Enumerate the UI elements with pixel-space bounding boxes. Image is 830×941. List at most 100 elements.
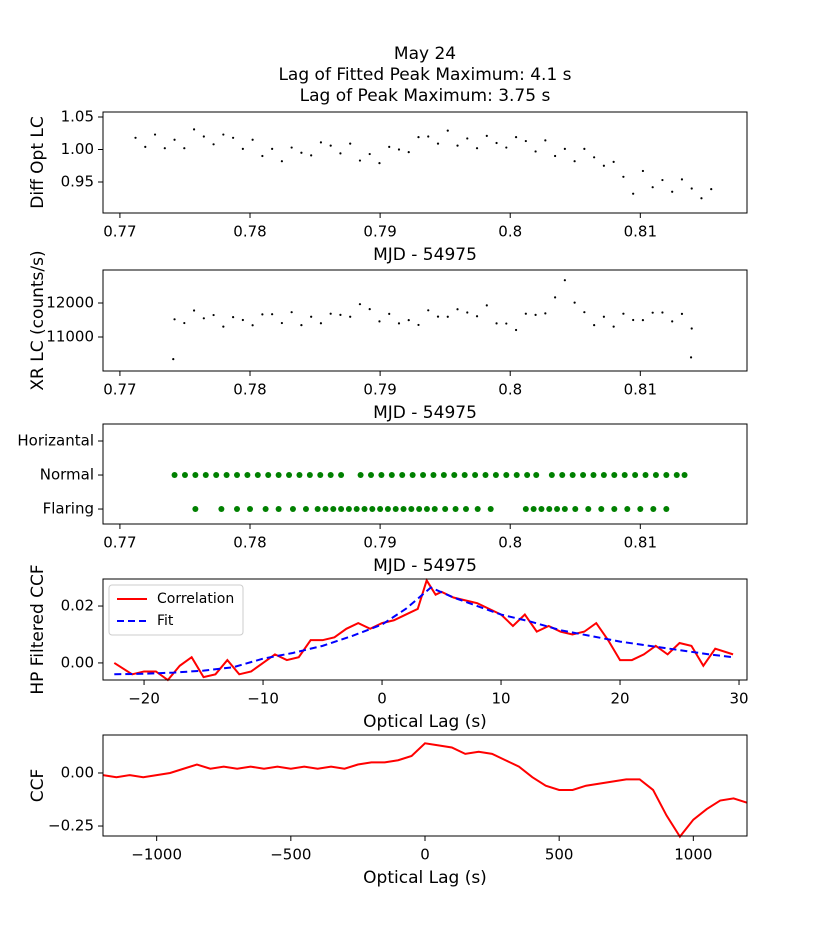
point bbox=[378, 320, 381, 323]
point bbox=[505, 146, 508, 149]
point bbox=[590, 472, 597, 479]
point bbox=[583, 311, 586, 314]
point bbox=[400, 506, 407, 513]
point bbox=[690, 187, 693, 190]
point bbox=[134, 136, 137, 139]
title-line: Lag of Peak Maximum: 3.75 s bbox=[300, 86, 551, 106]
y-tick-label: 11000 bbox=[46, 327, 94, 345]
point bbox=[548, 472, 555, 479]
point bbox=[522, 506, 529, 513]
x-axis-label: Optical Lag (s) bbox=[363, 712, 487, 732]
x-axis-label: MJD - 54975 bbox=[373, 556, 477, 576]
point bbox=[202, 317, 205, 320]
point bbox=[310, 154, 313, 157]
point bbox=[632, 192, 635, 195]
point bbox=[290, 311, 293, 314]
x-tick-label: −1000 bbox=[131, 846, 182, 864]
point bbox=[377, 506, 384, 513]
point bbox=[251, 138, 254, 141]
point bbox=[261, 313, 264, 316]
point bbox=[358, 159, 362, 162]
x-tick-label: 0.77 bbox=[103, 381, 136, 399]
point bbox=[430, 472, 437, 479]
y-tick-label: 1.00 bbox=[61, 140, 94, 158]
y-tick-label: 0.02 bbox=[61, 597, 94, 615]
point bbox=[451, 472, 458, 479]
point bbox=[585, 506, 592, 513]
point bbox=[275, 472, 282, 479]
point bbox=[652, 472, 659, 479]
point bbox=[485, 134, 488, 137]
point bbox=[492, 472, 499, 479]
point bbox=[475, 147, 479, 150]
point bbox=[241, 147, 244, 150]
point bbox=[642, 472, 649, 479]
point bbox=[322, 506, 329, 513]
point bbox=[544, 312, 547, 315]
point bbox=[641, 319, 645, 322]
point bbox=[234, 472, 241, 479]
point bbox=[339, 152, 342, 155]
x-tick-label: 0.8 bbox=[498, 223, 522, 241]
y-tick-label: 12000 bbox=[46, 293, 94, 311]
point bbox=[651, 186, 654, 189]
point bbox=[369, 506, 376, 513]
point bbox=[563, 147, 566, 150]
y-tick-label: 1.05 bbox=[61, 108, 94, 126]
line-series bbox=[113, 578, 734, 682]
y-tick-label: Horizantal bbox=[17, 432, 94, 450]
title-line: Lag of Fitted Peak Maximum: 4.1 s bbox=[278, 65, 571, 85]
point bbox=[593, 156, 596, 159]
point bbox=[286, 472, 293, 479]
point bbox=[306, 472, 313, 479]
point bbox=[495, 141, 498, 145]
point bbox=[349, 142, 352, 145]
point bbox=[280, 160, 283, 163]
point bbox=[530, 506, 537, 513]
point bbox=[181, 472, 188, 479]
point bbox=[407, 151, 410, 154]
x-tick-label: 0.79 bbox=[363, 381, 396, 399]
point bbox=[661, 311, 664, 314]
point bbox=[234, 506, 241, 513]
point bbox=[223, 472, 230, 479]
x-tick-label: 0.81 bbox=[624, 534, 657, 552]
point bbox=[261, 154, 264, 158]
point bbox=[388, 312, 391, 315]
y-tick-label: Normal bbox=[40, 466, 94, 484]
point bbox=[407, 319, 410, 322]
point bbox=[524, 139, 527, 143]
point bbox=[192, 472, 199, 479]
line-series bbox=[102, 742, 748, 839]
point bbox=[514, 328, 518, 332]
point bbox=[461, 472, 468, 479]
point bbox=[213, 472, 220, 479]
point bbox=[262, 506, 269, 513]
point bbox=[680, 312, 684, 315]
x-tick-label: 0.8 bbox=[498, 381, 522, 399]
legend-label: Correlation bbox=[157, 591, 234, 607]
point bbox=[171, 472, 178, 479]
point bbox=[327, 472, 334, 479]
point bbox=[456, 144, 459, 147]
x-tick-label: 0.81 bbox=[624, 381, 657, 399]
point bbox=[495, 322, 498, 325]
point bbox=[600, 472, 607, 479]
point bbox=[624, 506, 631, 513]
point bbox=[538, 506, 545, 513]
point bbox=[622, 312, 625, 315]
point bbox=[357, 472, 364, 479]
point bbox=[650, 506, 657, 513]
point bbox=[466, 311, 469, 314]
x-tick-label: 0 bbox=[420, 846, 430, 864]
x-tick-label: 0.77 bbox=[103, 223, 136, 241]
point bbox=[300, 323, 303, 327]
x-tick-label: 0.78 bbox=[233, 223, 266, 241]
point bbox=[681, 472, 688, 479]
point bbox=[671, 320, 674, 323]
point bbox=[427, 135, 430, 138]
point bbox=[361, 506, 368, 513]
y-tick-label: 0.95 bbox=[61, 172, 94, 190]
y-tick-label: −0.25 bbox=[48, 817, 94, 835]
point bbox=[572, 506, 579, 513]
